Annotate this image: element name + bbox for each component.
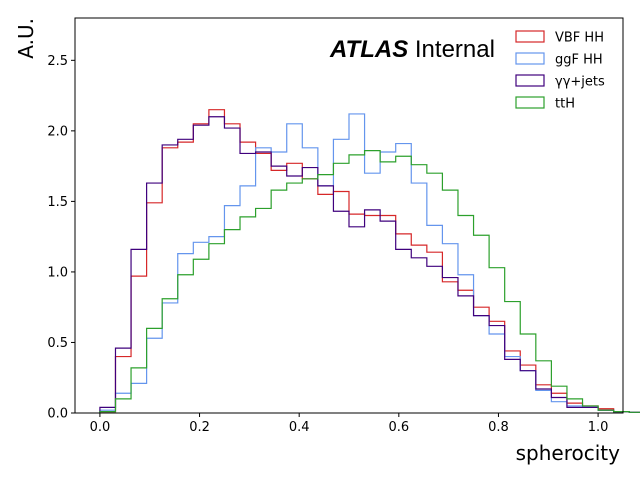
legend-swatch-1 — [515, 52, 545, 65]
legend-swatch-2 — [515, 74, 545, 87]
plot-frame — [74, 17, 624, 414]
y-axis-title: A.U. — [14, 18, 38, 59]
legend-label-2: γγ+jets — [555, 75, 605, 90]
legend-label-1: ggF HH — [555, 53, 603, 68]
x-tick-label: 0.8 — [488, 420, 509, 435]
atlas-label: ATLAS Internal — [329, 36, 495, 63]
legend-swatch-0 — [515, 30, 545, 43]
atlas-label-bold: ATLAS — [329, 36, 408, 63]
y-tick-label: 1.0 — [47, 265, 68, 280]
y-tick-label: 1.5 — [47, 195, 68, 210]
series-line-2 — [99, 116, 640, 413]
x-tick-label: 0.2 — [189, 420, 210, 435]
legend: VBF HH ggF HH γγ+jets ttH — [515, 30, 605, 112]
y-tick-label: 0.5 — [47, 336, 68, 351]
x-tick-label: 1.0 — [588, 420, 609, 435]
legend-label-3: ttH — [555, 97, 575, 112]
plot-area: 0.0 0.2 0.4 0.6 0.8 1.0 0.0 0.5 1.0 1.5 2.0 2.5 — [47, 17, 640, 435]
x-axis-ticks: 0.0 0.2 0.4 0.6 0.8 1.0 — [90, 413, 609, 435]
x-axis-title: spherocity — [516, 441, 621, 465]
x-tick-label: 0.4 — [289, 420, 310, 435]
series-line-3 — [99, 150, 640, 413]
y-tick-label: 2.5 — [47, 54, 68, 69]
y-tick-label: 0.0 — [47, 407, 68, 422]
x-tick-label: 0.0 — [90, 420, 111, 435]
legend-label-0: VBF HH — [555, 31, 604, 46]
x-tick-label: 0.6 — [388, 420, 409, 435]
y-axis-ticks: 0.0 0.5 1.0 1.5 2.0 2.5 — [47, 54, 75, 422]
series-layer — [99, 109, 640, 413]
y-tick-label: 2.0 — [47, 124, 68, 139]
atlas-label-rest: Internal — [408, 36, 495, 63]
legend-swatch-3 — [515, 96, 545, 109]
